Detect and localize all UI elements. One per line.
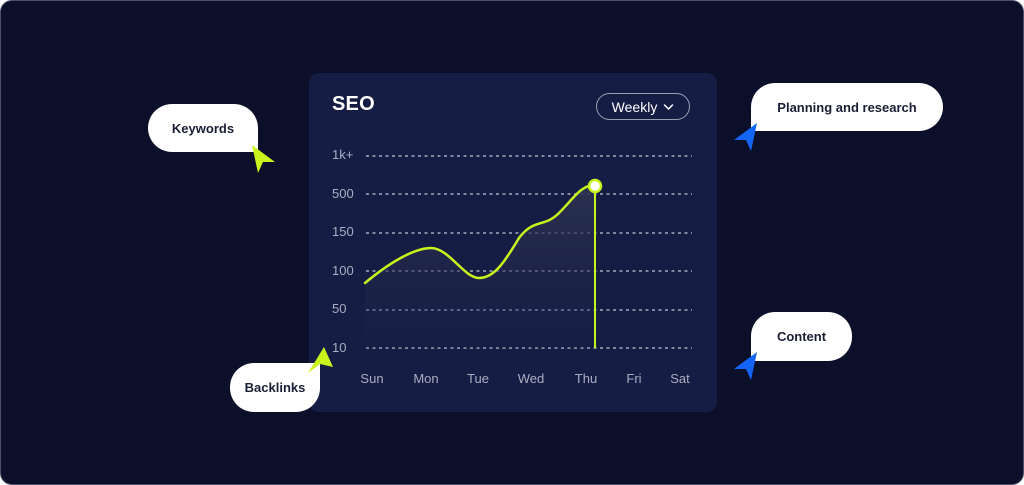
planning-label: Planning and research [777, 99, 917, 115]
cursor-arrow-blue-icon [734, 352, 757, 380]
chart-title: SEO [332, 93, 375, 115]
planning-label-bubble: Planning and research [751, 83, 943, 131]
x-tick: Thu [574, 371, 598, 386]
keywords-label-bubble: Keywords [148, 104, 258, 152]
cursor-arrow-green-icon [252, 145, 275, 173]
highlight-point [587, 178, 603, 194]
chevron-down-icon [664, 103, 674, 110]
series-line [363, 183, 597, 285]
x-tick: Fri [626, 371, 642, 386]
y-tick: 10 [332, 340, 347, 355]
x-tick: Mon [413, 371, 439, 386]
content-label-bubble: Content [751, 312, 852, 361]
cursor-arrow-green-icon [308, 347, 333, 373]
keywords-label: Keywords [171, 120, 235, 136]
area-fill [365, 185, 595, 348]
backlinks-label-bubble: Backlinks [230, 363, 320, 412]
x-tick: Sun [360, 371, 384, 386]
x-tick: Sat [670, 371, 690, 386]
period-dropdown-label: Weekly [611, 98, 658, 115]
backlinks-label: Backlinks [244, 380, 306, 395]
line-chart-plot [363, 155, 692, 349]
seo-chart-card: SEO Weekly [309, 73, 717, 412]
x-tick: Tue [467, 371, 489, 386]
cursor-arrow-blue-icon [734, 123, 757, 151]
y-tick: 50 [332, 301, 347, 316]
y-tick: 150 [332, 224, 354, 239]
period-dropdown[interactable]: Weekly [596, 93, 690, 120]
x-tick: Wed [517, 371, 545, 386]
y-tick: 500 [332, 186, 354, 201]
y-tick: 1k+ [332, 147, 354, 162]
content-label: Content [776, 329, 827, 344]
y-tick: 100 [332, 263, 354, 278]
